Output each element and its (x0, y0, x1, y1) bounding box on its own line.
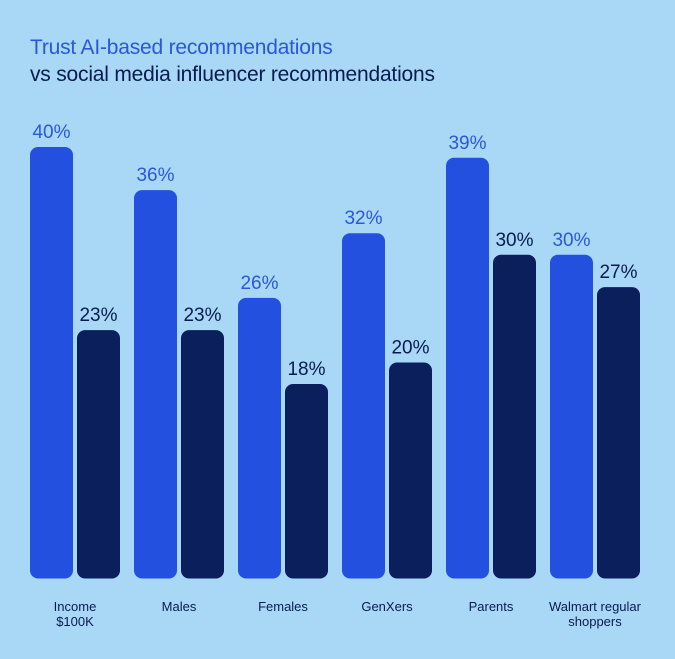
bar-influencer-4 (493, 254, 536, 579)
data-label-ai-3: 32% (344, 208, 382, 229)
bar-influencer-2 (285, 384, 328, 579)
data-label-influencer-2: 18% (287, 359, 325, 380)
data-label-influencer-4: 30% (495, 230, 533, 251)
bar-influencer-5 (597, 287, 640, 579)
category-label-2-0: Females (258, 599, 308, 614)
bar-influencer-1 (181, 330, 224, 579)
bar-ai-3 (342, 233, 385, 579)
bar-influencer-0 (77, 330, 120, 579)
chart-subtitle: vs social media influencer recommendatio… (30, 63, 435, 86)
category-label-1-0: Males (162, 599, 197, 614)
category-label-3-0: GenXers (361, 599, 413, 614)
bar-ai-2 (238, 297, 281, 579)
data-label-influencer-5: 27% (599, 262, 637, 283)
bar-ai-4 (446, 157, 489, 579)
data-label-ai-0: 40% (32, 122, 70, 143)
bar-influencer-3 (389, 362, 432, 579)
data-label-ai-5: 30% (552, 230, 590, 251)
category-label-5-0: Walmart regular (549, 599, 642, 614)
category-label-0-1: $100K (56, 614, 94, 629)
data-label-ai-1: 36% (136, 165, 174, 186)
data-label-influencer-3: 20% (391, 338, 429, 359)
chart-title: Trust AI-based recommendations (30, 36, 333, 59)
data-label-ai-2: 26% (240, 273, 278, 294)
bar-ai-0 (30, 147, 73, 579)
bar-ai-5 (550, 254, 593, 579)
bar-ai-1 (134, 190, 177, 579)
category-label-5-1: shoppers (568, 614, 622, 629)
data-label-influencer-1: 23% (183, 305, 221, 326)
category-label-0-0: Income (54, 599, 97, 614)
category-label-4-0: Parents (469, 599, 514, 614)
data-label-influencer-0: 23% (79, 305, 117, 326)
data-label-ai-4: 39% (448, 133, 486, 154)
